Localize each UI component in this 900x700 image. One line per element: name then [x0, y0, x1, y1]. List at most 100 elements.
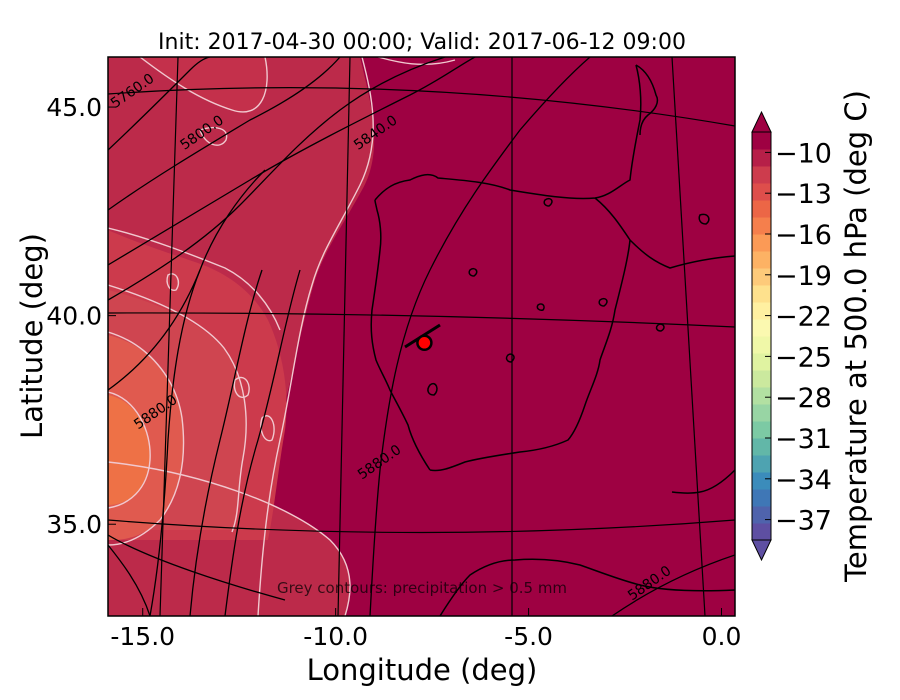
colorbar-tick-label: −34	[775, 465, 832, 496]
location-marker	[416, 334, 433, 352]
precip-contour	[108, 331, 185, 546]
graticule-parallel-45	[108, 87, 735, 127]
lakes-outline	[655, 323, 665, 332]
northern-coastline	[635, 64, 659, 136]
height-contour	[108, 57, 341, 211]
graticule-meridian-0	[671, 57, 706, 616]
colorbar-bin	[752, 506, 771, 524]
colorbar-tick-label: −22	[775, 302, 832, 333]
height-contour	[108, 57, 211, 151]
colorbar-bin	[752, 149, 771, 167]
morocco-coastline	[671, 469, 735, 494]
colorbar-tick-label: −37	[775, 506, 832, 537]
balearic-islands	[698, 213, 710, 225]
temperature-zone-warmest	[108, 395, 151, 505]
precip-contour	[233, 376, 250, 398]
map-frame	[107, 56, 736, 617]
colorbar-bin	[752, 421, 771, 439]
lon-tick-label: -10.0	[303, 622, 368, 651]
precip-note: Grey contours: precipitation > 0.5 mm	[277, 579, 567, 597]
graticule-parallel-35	[108, 519, 735, 534]
colorbar-extend-min	[751, 539, 772, 562]
colorbar-tick-label: −19	[775, 261, 832, 292]
colorbar-tick-label: −16	[775, 220, 832, 251]
chart-title: Init: 2017-04-30 00:00; Valid: 2017-06-1…	[158, 30, 686, 55]
colorbar-bin	[752, 251, 771, 269]
lakes-outline	[598, 297, 608, 307]
lon-tick-label: 0.0	[702, 622, 742, 651]
graticule-meridian-10	[337, 57, 351, 616]
colorbar-bin	[752, 234, 771, 252]
graticule-meridian-15	[159, 57, 179, 616]
colorbar-bin	[752, 319, 771, 337]
colorbar-label: Temperature at 500.0 hPa (deg C)	[839, 90, 873, 583]
lat-tick-label: 45.0	[46, 93, 102, 122]
iberia-coastline	[370, 64, 735, 472]
temperature-zone-north	[140, 57, 267, 112]
colorbar-tick-label: −25	[775, 342, 832, 373]
height-contours	[108, 57, 735, 616]
height-contour	[108, 544, 151, 616]
colorbar-tick-label: −28	[775, 383, 832, 414]
height-contour	[108, 534, 286, 601]
height-contour	[369, 57, 591, 616]
colorbar-bin	[752, 438, 771, 456]
lakes-outline	[505, 353, 515, 363]
colorbar-bin	[752, 387, 771, 405]
colorbar-bin	[752, 132, 771, 150]
colorbar-extend-max	[751, 110, 772, 133]
lon-tick-label: -5.0	[504, 622, 553, 651]
precip-contour	[108, 461, 351, 616]
height-contour	[108, 57, 446, 301]
longitude-ticks: -15.0 -10.0 -5.0 0.0	[110, 608, 741, 651]
colorbar-bin	[752, 489, 771, 507]
colorbar-bin	[752, 200, 771, 218]
height-contour	[149, 269, 201, 616]
graticule	[108, 57, 735, 616]
colorbar-bin	[752, 404, 771, 422]
colorbar-bin	[752, 268, 771, 286]
precip-contour	[199, 127, 228, 146]
colorbar-bin	[752, 302, 771, 320]
colorbar-bin	[752, 370, 771, 388]
height-contour	[108, 57, 476, 266]
colorbar-bin	[752, 166, 771, 184]
morocco-coastline	[439, 558, 735, 616]
precip-contour	[139, 57, 268, 113]
height-contour	[189, 269, 263, 616]
precip-contour	[377, 57, 456, 66]
lon-tick-label: -15.0	[110, 622, 175, 651]
lat-tick-label: 35.0	[46, 510, 102, 539]
lakes-outline	[543, 197, 553, 207]
height-contour	[611, 554, 735, 616]
lakes-outline	[468, 267, 478, 277]
precip-contour	[166, 273, 180, 291]
colorbar-bin	[752, 217, 771, 235]
latitude-ticks: 45.0 40.0 35.0	[46, 93, 116, 539]
colorbar: −10 −13 −16 −19 −22 −25 −28 −31 −34 −37	[751, 110, 832, 562]
colorbar-bin	[752, 336, 771, 354]
colorbar-tick-label: −13	[775, 179, 832, 210]
colorbar-bin	[752, 353, 771, 371]
graticule-parallel-40	[108, 312, 735, 328]
lakes-outline	[427, 383, 438, 396]
precip-contour	[108, 227, 281, 331]
lakes-outline	[536, 303, 545, 311]
y-axis-label: Latitude (deg)	[15, 233, 49, 439]
coastline	[370, 64, 735, 616]
colorbar-bin	[752, 523, 771, 541]
colorbar-bin	[752, 183, 771, 201]
precip-contour	[108, 284, 247, 533]
colorbar-tick-label: −10	[775, 138, 832, 169]
colorbar-bin	[752, 285, 771, 303]
height-contour	[224, 269, 301, 616]
precip-contour	[108, 391, 151, 509]
colorbar-frame	[751, 131, 772, 541]
x-axis-label: Longitude (deg)	[307, 653, 538, 687]
colorbar-bin	[752, 455, 771, 473]
colorbar-bin	[752, 472, 771, 490]
colorbar-tick-label: −31	[775, 424, 832, 455]
